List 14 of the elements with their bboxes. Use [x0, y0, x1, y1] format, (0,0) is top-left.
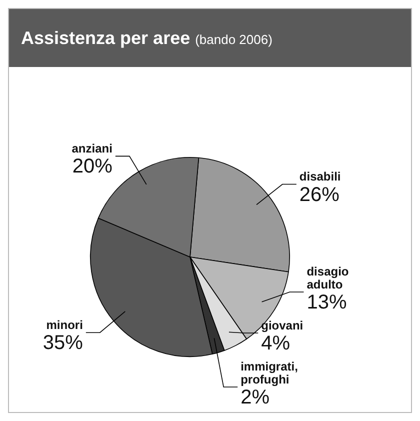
data-label: 20%: [72, 156, 113, 178]
chart-title: Assistenza per aree: [21, 28, 190, 48]
data-label: 2%: [240, 386, 270, 409]
slice-label: anziani: [72, 142, 112, 156]
slice-label: disabili: [299, 170, 341, 184]
data-label: 35%: [42, 332, 84, 354]
slice-label: immigrati, profughi: [240, 359, 298, 386]
slice-label: minori: [46, 318, 83, 332]
data-label: 13%: [306, 292, 347, 314]
slice-label: giovani: [261, 318, 304, 332]
data-label: 4%: [261, 332, 290, 355]
chart-subtitle: (bando 2006): [195, 32, 272, 47]
data-label: 26%: [299, 184, 340, 206]
slice-label: disagio adulto: [306, 264, 349, 292]
